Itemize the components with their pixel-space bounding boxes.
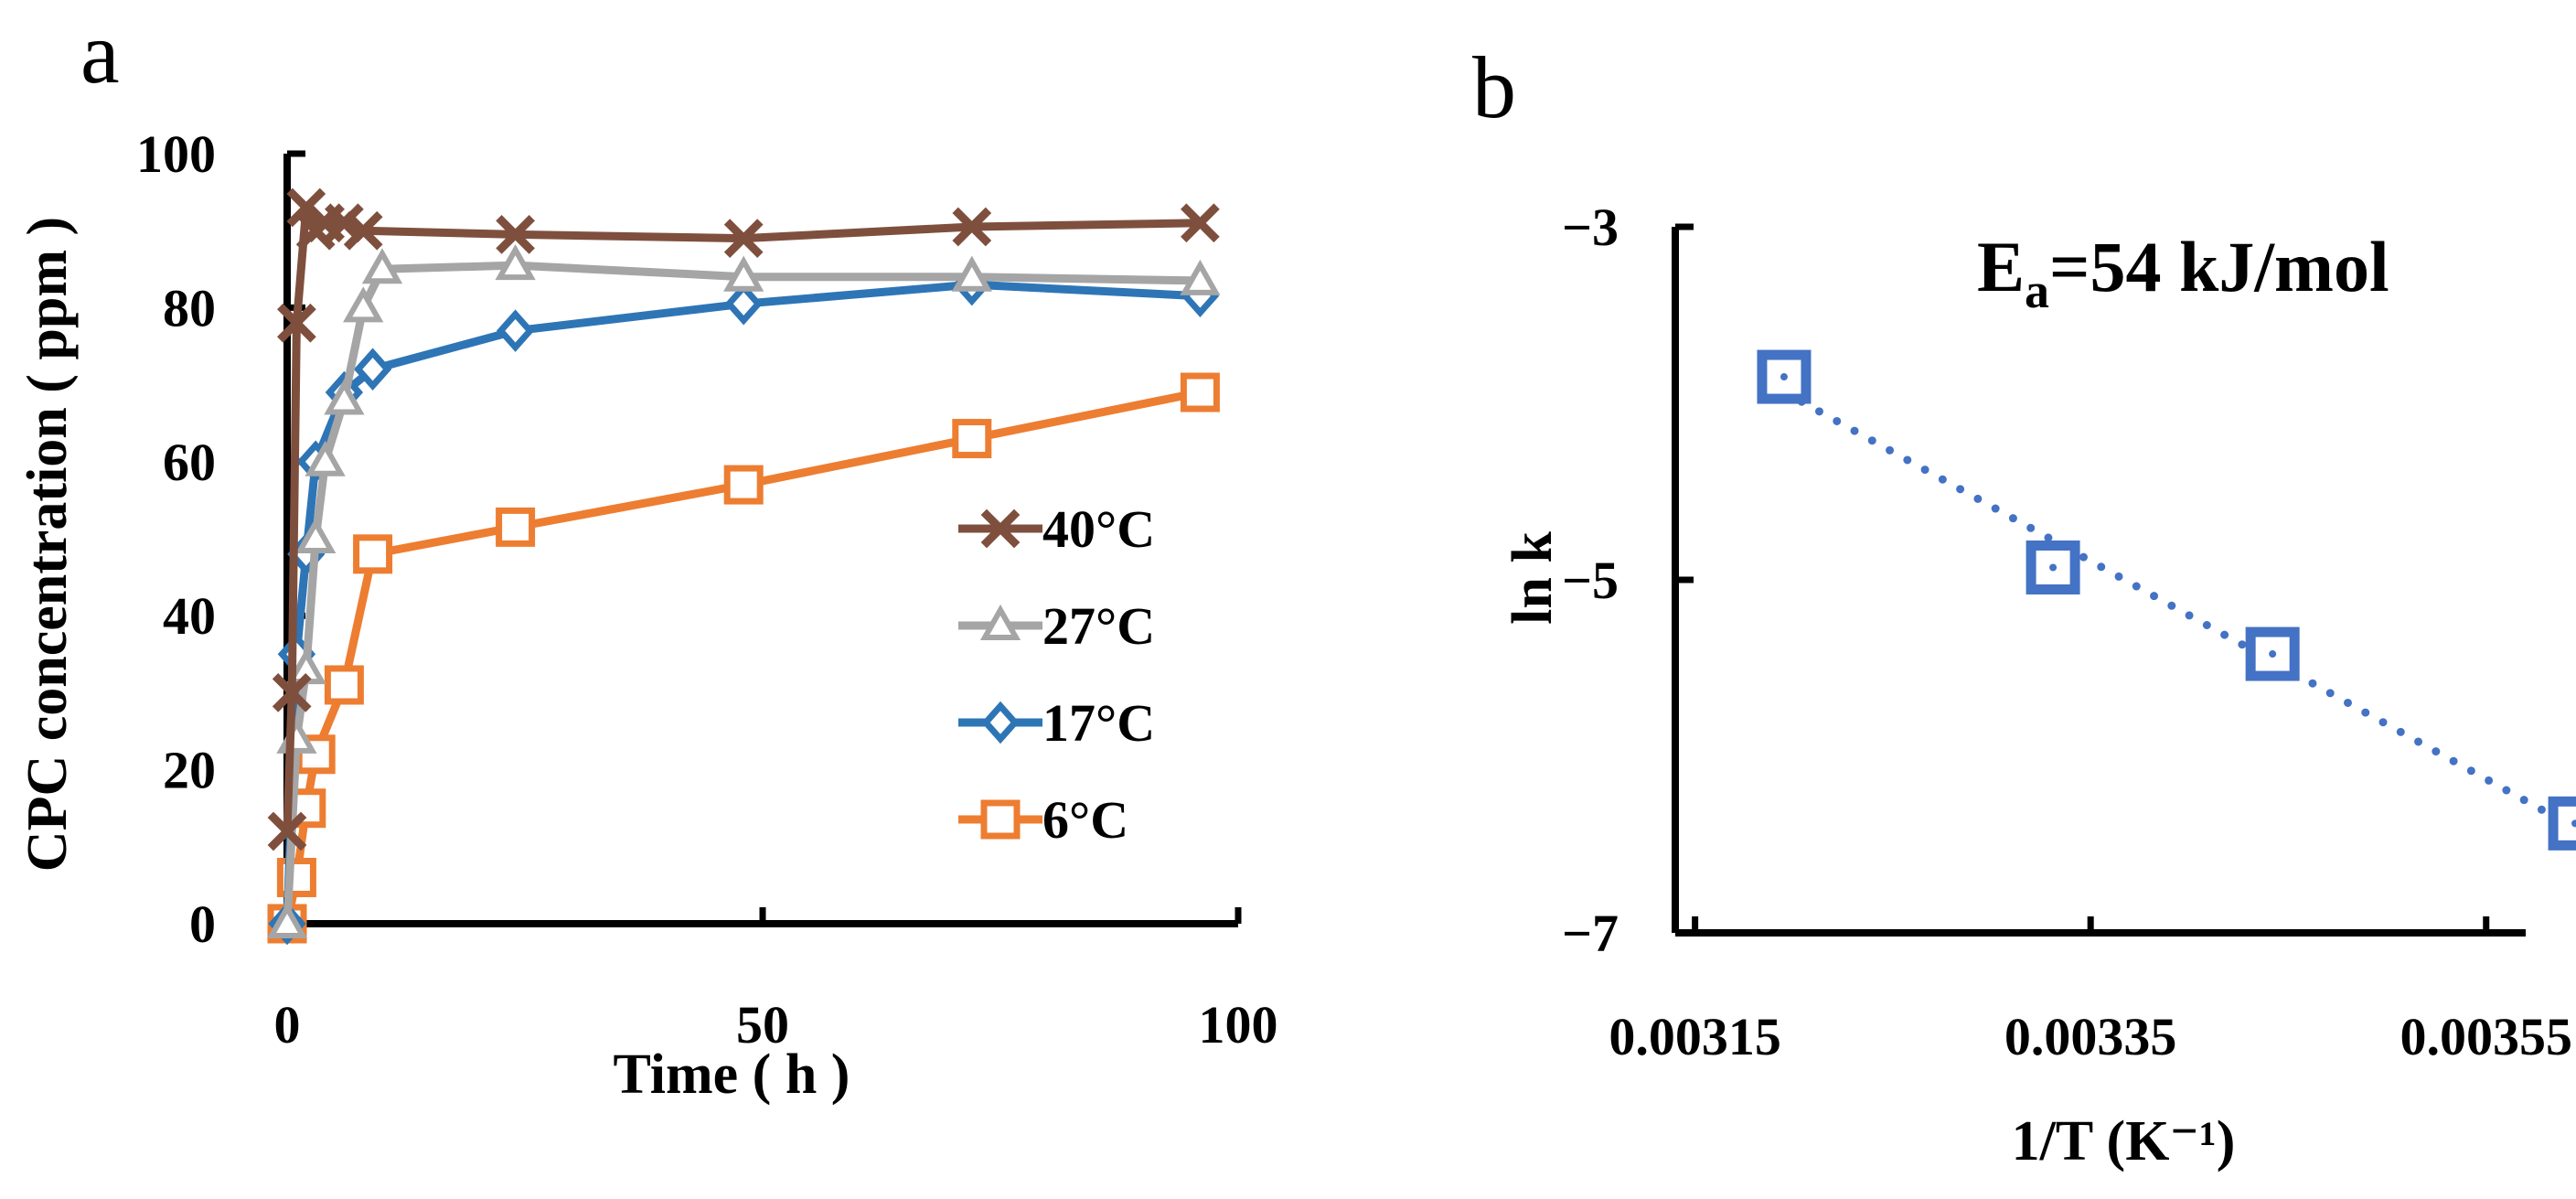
y-axis-title-a: CPC concentration ( ppm ) — [16, 217, 79, 872]
data-point — [495, 244, 536, 281]
data-point — [343, 286, 384, 323]
series-3 — [267, 372, 1220, 944]
panel-a-label: a — [80, 4, 120, 102]
legend-item: 17°C — [958, 693, 1155, 753]
legend-label: 17°C — [1042, 693, 1155, 753]
y-axis-title-b: ln k — [1502, 531, 1564, 625]
legend-swatch-marker — [980, 509, 1021, 549]
data-point — [361, 248, 403, 284]
activation-energy-annotation: Ea=54 kJ/mol — [1977, 227, 2389, 318]
data-point — [343, 210, 383, 251]
y-tick-label-a: 80 — [163, 278, 216, 337]
data-point — [723, 465, 764, 505]
legend-label: 27°C — [1042, 596, 1155, 656]
annotation-symbol: E — [1977, 227, 2025, 306]
data-point — [1181, 203, 1220, 243]
x-tick-label-b: 0.00315 — [1609, 1007, 1781, 1066]
y-tick-label-b: −5 — [1562, 551, 1619, 610]
data-point — [267, 811, 307, 851]
x-tick-label-a: 100 — [1199, 995, 1278, 1054]
data-point — [496, 309, 535, 352]
data-point — [277, 303, 316, 343]
series-line — [283, 203, 1201, 832]
x-axis-title-a: Time ( h ) — [614, 1044, 850, 1106]
legend-swatch-marker — [979, 604, 1021, 640]
y-tick-label-b: −7 — [1562, 904, 1619, 963]
data-point — [266, 902, 308, 938]
data-point — [353, 348, 392, 391]
y-tick-label-a: 60 — [163, 433, 216, 492]
x-axis-title-b: 1/T (K⁻¹) — [2012, 1110, 2236, 1172]
y-tick-label-a: 40 — [163, 586, 216, 646]
point-dot — [2049, 563, 2058, 572]
data-point — [724, 282, 763, 326]
legend-item: 40°C — [958, 499, 1155, 559]
annotation-value: =54 kJ/mol — [2049, 227, 2389, 306]
chart-b: −3 −5 −7 0.00315 0.00335 0.00355 1/T (K⁻¹) ln k… — [1502, 198, 2576, 1172]
data-point — [2245, 626, 2300, 681]
data-point — [496, 507, 536, 547]
y-tick-label-a: 100 — [136, 124, 216, 184]
data-point — [295, 517, 337, 553]
y-tick-label-a: 0 — [189, 894, 216, 954]
legend-item: 6°C — [958, 790, 1128, 850]
x-tick-label-b: 0.00355 — [2400, 1007, 2572, 1066]
data-point — [2026, 540, 2080, 594]
point-dot — [2269, 650, 2277, 658]
series-line — [283, 280, 1201, 925]
data-point — [496, 215, 535, 254]
legend-swatch-marker — [981, 701, 1020, 744]
data-point — [325, 203, 364, 243]
x-tick-label-b: 0.00335 — [2004, 1007, 2177, 1066]
point-dot — [2571, 819, 2576, 828]
data-point — [952, 419, 992, 459]
y-tick-label-b: −3 — [1562, 198, 1619, 257]
data-point — [324, 379, 365, 415]
data-point — [324, 665, 364, 705]
y-tick-label-a: 20 — [163, 741, 216, 800]
data-point — [723, 255, 764, 292]
point-dot — [1780, 373, 1788, 381]
data-point — [2548, 796, 2576, 851]
data-point — [305, 440, 346, 476]
chart-a: 0 20 40 60 80 100 0 50 100 Time ( h ) CPC concentr… — [16, 124, 1278, 1106]
legend-a: 40°C 27°C 17°C 6°C — [958, 499, 1155, 850]
data-point — [353, 534, 393, 574]
panel-b-label: b — [1472, 38, 1516, 136]
data-point — [272, 673, 312, 712]
data-point — [1757, 349, 1812, 404]
data-point — [1180, 372, 1220, 412]
series-0 — [267, 187, 1220, 851]
data-point — [952, 207, 992, 247]
legend-swatch-marker — [980, 799, 1021, 840]
x-tick-label-a: 0 — [274, 995, 301, 1054]
data-point — [723, 219, 764, 258]
legend-label: 6°C — [1042, 790, 1128, 850]
legend-label: 40°C — [1042, 499, 1155, 559]
data-point — [951, 255, 992, 292]
x-tick-label-a: 50 — [736, 995, 789, 1054]
trendline — [1780, 388, 2576, 832]
data-point — [1180, 259, 1221, 295]
annotation-subscript: a — [2025, 263, 2049, 318]
legend-item: 27°C — [958, 596, 1155, 656]
